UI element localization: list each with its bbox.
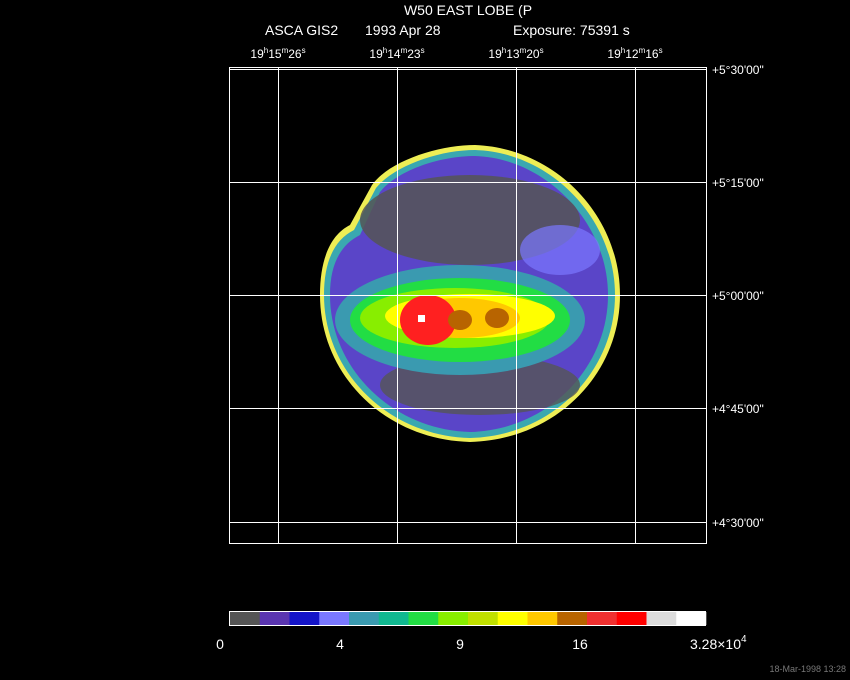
ra-number: 19 (369, 47, 383, 61)
ra-number: 19 (250, 47, 264, 61)
colorbar-swatch (587, 612, 618, 625)
ra-unit: s (421, 46, 425, 55)
ra-number: 19 (607, 47, 621, 61)
colorbar-swatch (349, 612, 380, 625)
ra-unit: s (659, 46, 663, 55)
ra-number: 16 (645, 47, 659, 61)
coordinate-grid (229, 67, 707, 544)
ra-unit: h (621, 46, 625, 55)
date: 1993 Apr 28 (365, 22, 441, 38)
dec-label: +5°15'00" (712, 176, 764, 190)
colorbar-swatch (438, 612, 469, 625)
colorbar-swatch (319, 612, 350, 625)
colorbar-swatch (527, 612, 558, 625)
timestamp: 18-Mar-1998 13:28 (769, 664, 846, 674)
ra-number: 26 (288, 47, 302, 61)
colorbar-swatch (616, 612, 647, 625)
colorbar-swatch (259, 612, 290, 625)
colorbar-label: 16 (572, 636, 588, 652)
dec-label: +5°00'00" (712, 289, 764, 303)
ra-number: 19 (488, 47, 502, 61)
colorbar-label-base: 3.28×10 (690, 636, 741, 652)
colorbar-swatch (378, 612, 409, 625)
ra-label: 19h13m20s (488, 46, 543, 61)
ra-number: 14 (387, 47, 401, 61)
ra-label: 19h14m23s (369, 46, 424, 61)
ra-number: 20 (526, 47, 540, 61)
colorbar-swatch (408, 612, 439, 625)
colorbar-swatch (676, 612, 707, 625)
colorbar: 0 4 9 16 3.28×104 (216, 611, 747, 652)
colorbar-swatch (497, 612, 528, 625)
colorbar-swatch (289, 612, 320, 625)
ra-number: 23 (407, 47, 421, 61)
ra-unit: s (540, 46, 544, 55)
ra-unit: h (383, 46, 387, 55)
ra-label: 19h12m16s (607, 46, 662, 61)
exposure: Exposure: 75391 s (513, 22, 630, 38)
ra-number: 13 (506, 47, 520, 61)
colorbar-label: 3.28×104 (690, 634, 747, 652)
title: W50 EAST LOBE (P (404, 2, 532, 18)
colorbar-swatch (557, 612, 588, 625)
ra-unit: s (302, 46, 306, 55)
colorbar-swatch (646, 612, 677, 625)
dec-label: +4°45'00" (712, 402, 764, 416)
dec-axis: +5°30'00" +5°15'00" +5°00'00" +4°45'00" +4°3… (712, 63, 764, 530)
colorbar-label-exponent: 4 (741, 634, 747, 645)
ra-unit: h (264, 46, 268, 55)
ra-unit: h (502, 46, 506, 55)
ra-unit: m (639, 46, 646, 55)
colorbar-label: 4 (336, 636, 344, 652)
ra-number: 15 (268, 47, 282, 61)
colorbar-label: 0 (216, 636, 224, 652)
ra-unit: m (520, 46, 527, 55)
dec-label: +4°30'00" (712, 516, 764, 530)
ra-number: 12 (625, 47, 639, 61)
instrument: ASCA GIS2 (265, 22, 338, 38)
sky-image (229, 67, 706, 543)
ra-axis: 19h15m26s 19h14m23s 19h13m20s 19h12m16s (250, 46, 662, 61)
colorbar-swatch (230, 612, 261, 625)
colorbar-label: 9 (456, 636, 464, 652)
ra-label: 19h15m26s (250, 46, 305, 61)
colorbar-swatch (468, 612, 499, 625)
dec-label: +5°30'00" (712, 63, 764, 77)
ra-unit: m (401, 46, 408, 55)
ra-unit: m (282, 46, 289, 55)
